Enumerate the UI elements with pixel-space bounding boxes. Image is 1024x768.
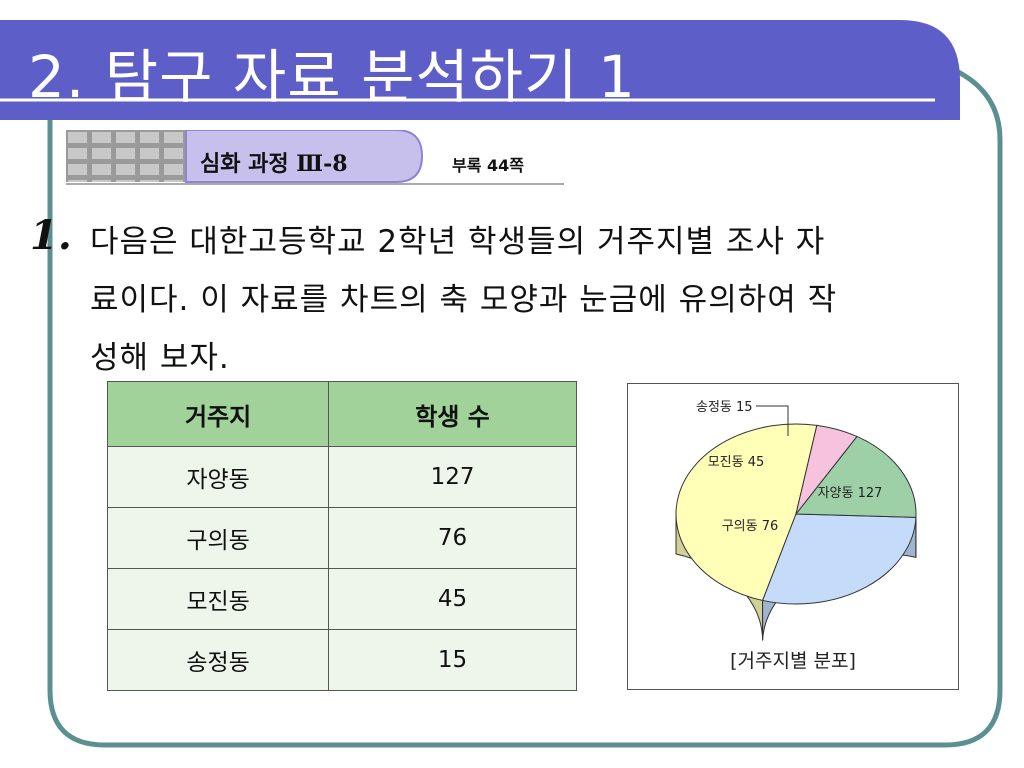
residence-cell: 송정동 [106,629,330,691]
pie-slice [794,435,917,518]
data-table: 거주지 학생 수 자양동 127 구의동 76 모진동 45 송정동 15 [106,381,577,691]
student-count-cell: 15 [328,629,577,691]
student-count-cell: 45 [328,568,577,630]
leader-line [756,405,789,436]
question-line-2: 료이다. 이 자료를 차트의 축 모양과 눈금에 유의하여 작 [90,282,838,318]
keyboard-image [66,130,186,182]
student-count-cell: 76 [328,507,577,569]
question-line-3: 성해 보자. [90,340,230,376]
column-header-residence: 거주지 [106,381,330,447]
slice-label: 송정동 15 [696,400,753,415]
page-title: 2. 탐구 자료 분석하기 1 [28,43,636,111]
column-header-students: 학생 수 [328,381,577,447]
question-number: 1. [30,212,72,259]
pie-chart: 자양동 127 구의동 76 모진동 45 송정동 15 [거주지별 분포] [675,400,917,672]
slice-label: 자양동 127 [818,486,883,501]
table-row: 송정동 15 [106,629,577,691]
table-row: 모진동 45 [106,568,577,630]
table-row: 구의동 76 [106,507,577,569]
section-label: 심화 과정 Ⅲ-8 [200,151,348,177]
residence-cell: 모진동 [106,568,330,630]
appendix-reference: 부록 44쪽 [452,156,524,175]
pie-chart-box: 자양동 127 구의동 76 모진동 45 송정동 15 [거주지별 분포] [627,383,959,690]
pie-slice [795,424,858,515]
section-header [66,130,564,185]
chart-caption: [거주지별 분포] [730,650,856,672]
slice-label: 모진동 45 [708,455,765,470]
slice-label: 구의동 76 [722,519,779,534]
pie-slice [761,513,917,605]
pie-slice [675,423,818,602]
residence-cell: 자양동 [106,446,330,508]
residence-cell: 구의동 [106,507,330,569]
title-bar [0,20,960,120]
table-row: 자양동 127 [106,446,577,508]
table-header-row: 거주지 학생 수 [106,381,577,447]
question-line-1: 다음은 대한고등학교 2학년 학생들의 거주지별 조사 자 [90,224,826,260]
student-count-cell: 127 [328,446,577,508]
